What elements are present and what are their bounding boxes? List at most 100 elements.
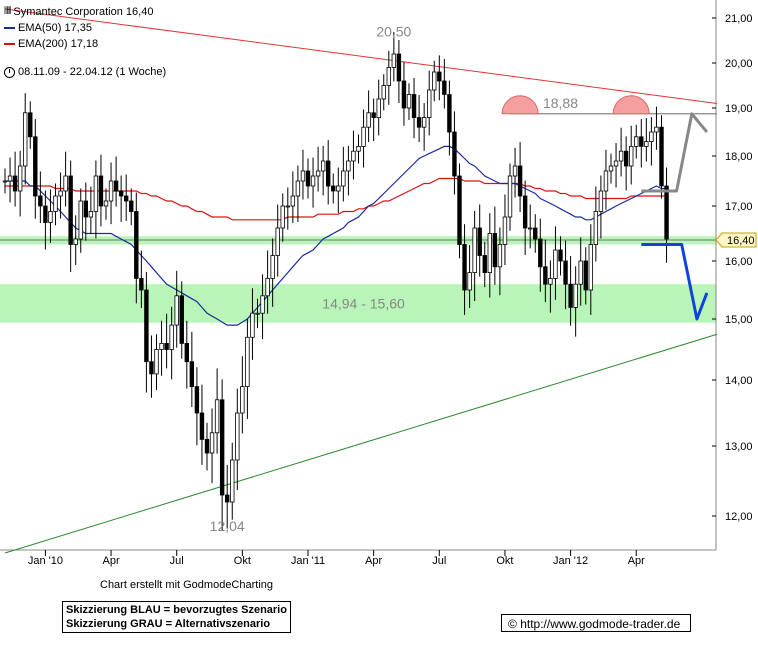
ema200-swatch: [4, 43, 15, 45]
candle: [401, 61, 407, 126]
candle-up: [159, 342, 164, 350]
candle: [588, 224, 593, 315]
candle: [452, 111, 457, 195]
candle-up: [608, 165, 614, 172]
candle-up: [103, 200, 109, 207]
candle-up: [391, 53, 397, 68]
y-tick-label: 19,00: [725, 103, 753, 115]
candle-down: [452, 131, 457, 177]
candle-up: [629, 145, 634, 167]
candle-up: [214, 399, 220, 434]
candle-down: [194, 386, 200, 414]
candle-up: [654, 126, 659, 133]
candle: [275, 204, 280, 277]
candle: [68, 160, 73, 273]
legend-title-row: ⫴⫴ Symantec Corporation 16,40: [4, 4, 166, 20]
candle-down: [517, 165, 523, 197]
candle-down: [134, 211, 139, 279]
candle: [558, 236, 563, 276]
candle: [548, 260, 553, 313]
candle: [386, 50, 391, 105]
candle: [204, 422, 210, 471]
support-trendline: [4, 333, 718, 554]
candle-down: [113, 180, 119, 192]
candle: [63, 151, 68, 207]
source-link[interactable]: © http://www.godmode-trader.de: [501, 614, 691, 632]
clock-icon: [4, 66, 15, 78]
candle: [654, 106, 659, 150]
candle: [381, 74, 386, 111]
annotation-label: 14,94 - 15,60: [322, 295, 405, 311]
candle: [341, 146, 346, 202]
candle: [255, 298, 260, 329]
candle-up: [502, 216, 508, 245]
candle: [12, 151, 18, 207]
candle: [568, 256, 573, 326]
candle: [583, 247, 588, 305]
candle: [578, 237, 583, 306]
candle: [93, 160, 99, 239]
candle-down: [437, 71, 442, 82]
candle-up: [548, 277, 553, 285]
candle-down: [43, 205, 48, 223]
candle: [543, 239, 548, 303]
candle: [209, 408, 215, 484]
candle: [230, 442, 235, 520]
candle: [224, 464, 230, 529]
candle: [664, 167, 669, 263]
candle-up: [108, 180, 114, 202]
candle-down: [482, 255, 487, 274]
candle: [199, 384, 205, 465]
candle-up: [361, 126, 366, 147]
x-tick-label: Jan '11: [291, 555, 325, 567]
annotation-label: 18,88: [543, 95, 578, 111]
candle-down: [149, 361, 154, 375]
candle: [649, 117, 654, 166]
candle: [553, 226, 558, 300]
candle-down: [83, 200, 88, 218]
candle-up: [310, 175, 316, 187]
candle-up: [644, 141, 649, 147]
candle: [497, 227, 503, 296]
candle-down: [129, 200, 134, 212]
candle: [331, 173, 336, 204]
candle-up: [48, 211, 53, 223]
candle: [124, 174, 129, 221]
candle-up: [230, 459, 235, 503]
candle-up: [588, 244, 593, 291]
candle: [492, 206, 498, 285]
candle-down: [371, 112, 376, 119]
candle-up: [346, 160, 351, 172]
candle-up: [649, 131, 654, 142]
candle-up: [63, 175, 68, 192]
candle-down: [144, 289, 149, 363]
top-arc-0: [501, 95, 539, 115]
candle-up: [290, 195, 296, 207]
x-axis: Jan '10 Apr Jul Okt Jan '11 Apr Jul Okt Jan '12 A…: [28, 550, 645, 567]
candle: [300, 149, 306, 200]
chart-credit: Chart erstellt mit GodmodeCharting: [100, 579, 274, 591]
candle: [149, 335, 154, 398]
trendlines: [4, 8, 718, 554]
candle-up: [553, 249, 558, 279]
candle-down: [164, 342, 169, 350]
candle: [189, 331, 195, 408]
candle-up: [174, 295, 179, 326]
candle: [517, 142, 523, 213]
legend-period-row: 08.11.09 - 22.04.12 (1 Woche): [4, 64, 166, 80]
candle-down: [538, 238, 543, 268]
candle: [603, 149, 609, 210]
candle-up: [209, 432, 215, 454]
candle-down: [659, 126, 664, 187]
candle-up: [578, 260, 583, 285]
candle-up: [432, 71, 437, 91]
candle: [644, 118, 649, 162]
candle-down: [139, 277, 144, 291]
candle-up: [603, 170, 609, 192]
candle-down: [28, 112, 33, 138]
x-tick-label: Okt: [496, 555, 513, 567]
candle: [608, 153, 614, 184]
candle-up: [472, 227, 477, 273]
blue-scenario-path: [641, 243, 709, 321]
scenario-blue: Skizzierung BLAU = bevorzugtes Szenario: [66, 604, 287, 616]
